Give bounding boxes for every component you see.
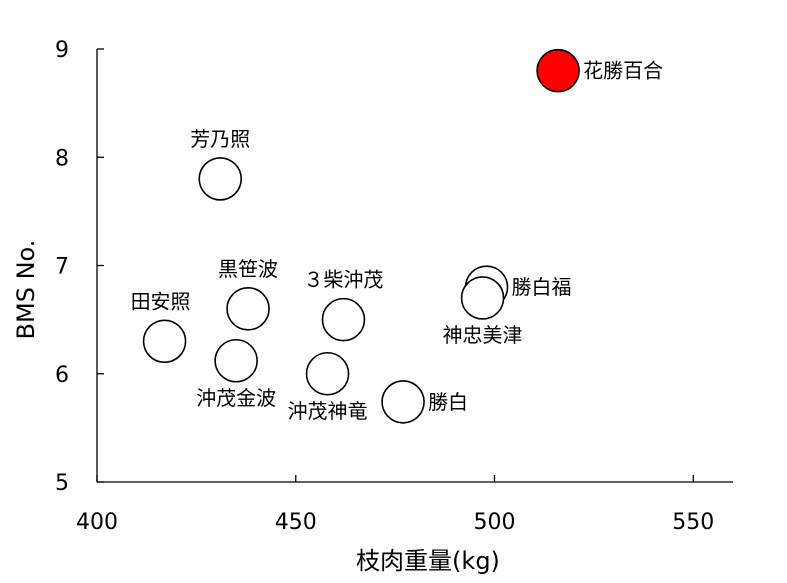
y-tick-label: 7 xyxy=(55,255,69,280)
data-point xyxy=(198,157,243,201)
y-tick-label: 5 xyxy=(55,471,69,496)
data-points xyxy=(142,48,580,424)
point-label: 神忠美津 xyxy=(443,323,523,347)
x-axis-title: 枝肉重量(kg) xyxy=(356,547,500,575)
y-tick-label: 8 xyxy=(55,146,69,171)
point-label: 芳乃照 xyxy=(190,127,250,151)
point-label: 勝白福 xyxy=(512,275,572,299)
x-tick-label: 450 xyxy=(275,510,317,535)
y-tick-label: 9 xyxy=(55,38,69,63)
point-label: 田安照 xyxy=(131,289,191,313)
point-label: 沖茂神竜 xyxy=(288,399,368,423)
data-point xyxy=(142,319,187,364)
point-label: ３柴沖茂 xyxy=(303,268,383,292)
point-label: 勝白 xyxy=(428,390,468,414)
point-label: 沖茂金波 xyxy=(196,386,276,410)
data-point xyxy=(226,286,270,331)
y-tick-label: 6 xyxy=(55,363,69,388)
axis-ticks: 5 6 7 8 9 400 450 500 550 xyxy=(55,38,714,535)
data-point xyxy=(381,380,425,424)
x-tick-label: 500 xyxy=(474,510,516,535)
x-tick-label: 400 xyxy=(76,510,118,535)
data-point xyxy=(214,338,258,383)
data-point xyxy=(460,276,505,320)
point-label: 花勝百合 xyxy=(583,59,663,83)
data-point xyxy=(305,351,350,396)
point-label: 黒笹波 xyxy=(218,257,278,281)
data-point xyxy=(536,48,580,93)
data-point xyxy=(321,297,366,342)
x-tick-label: 550 xyxy=(672,510,714,535)
y-axis-title: BMS No. xyxy=(12,240,40,340)
